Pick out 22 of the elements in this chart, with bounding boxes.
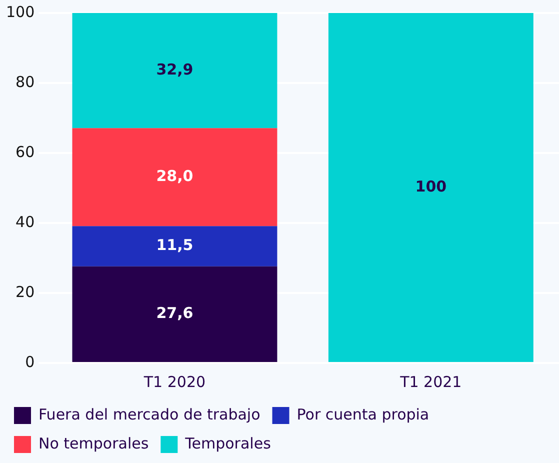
- bar: [72, 13, 278, 128]
- legend-label: No temporales: [38, 434, 149, 452]
- x-tick-label: T1 2021: [399, 372, 462, 391]
- bar: [72, 128, 278, 226]
- legend-label: Temporales: [184, 434, 272, 452]
- data-label: 100: [415, 177, 447, 196]
- y-tick-label: 60: [16, 142, 35, 161]
- data-label: 27,6: [156, 304, 194, 322]
- y-tick-label: 80: [16, 72, 35, 91]
- y-tick-label: 40: [16, 212, 35, 231]
- legend-label: Por cuenta propia: [296, 405, 430, 424]
- data-label: 11,5: [156, 236, 194, 254]
- bar: [72, 226, 278, 266]
- bar: [328, 13, 534, 362]
- bar: [72, 266, 278, 362]
- y-tick-label: 0: [25, 352, 35, 371]
- x-tick-label: T1 2020: [142, 372, 206, 391]
- y-tick-label: 20: [16, 282, 35, 301]
- data-label: 28,0: [156, 167, 194, 186]
- legend-label: Fuera del mercado de trabajo: [38, 405, 260, 424]
- data-label: 32,9: [156, 60, 194, 78]
- y-tick-label: 100: [6, 2, 35, 21]
